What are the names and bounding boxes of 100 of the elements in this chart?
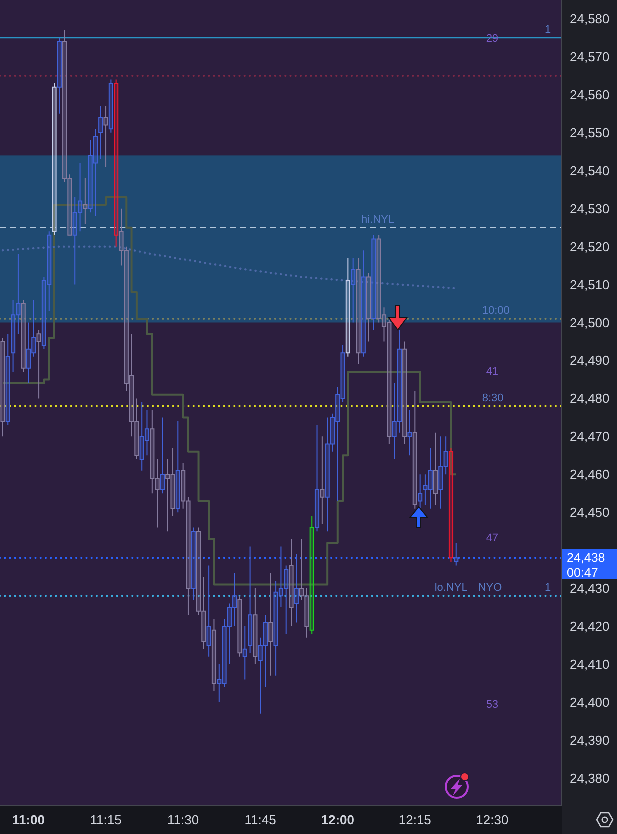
- candlestick: [47, 231, 52, 312]
- y-tick-label: 24,570: [570, 49, 610, 64]
- candlestick: [104, 106, 108, 168]
- candlestick: [202, 576, 206, 650]
- candlestick: [351, 258, 356, 324]
- candlestick: [32, 299, 36, 358]
- candlestick: [444, 436, 448, 476]
- candlestick: [83, 178, 88, 225]
- candlestick: [248, 546, 253, 654]
- ref-line-label: 24,438: [567, 551, 606, 566]
- candlestick: [346, 258, 350, 358]
- candlestick: [98, 106, 104, 160]
- candlestick: [336, 386, 340, 502]
- candlestick: [320, 436, 325, 525]
- candlestick: [382, 307, 387, 342]
- candlestick: [10, 299, 16, 373]
- candlestick: [238, 596, 242, 658]
- x-tick-label: 12:00: [321, 812, 355, 828]
- candlestick: [330, 413, 336, 452]
- y-tick-label: 24,430: [570, 581, 610, 596]
- candlestick: [217, 664, 222, 703]
- candlestick: [150, 410, 155, 494]
- text: 00:47: [567, 566, 598, 580]
- candlestick: [114, 79, 119, 248]
- candlestick: [314, 424, 320, 532]
- candlestick: [93, 128, 98, 217]
- candlestick: [36, 330, 42, 400]
- y-tick-label: 24,460: [570, 467, 610, 482]
- y2-tick-label: 41: [486, 366, 499, 378]
- candlestick: [376, 234, 382, 324]
- candlestick: [0, 337, 6, 438]
- candlestick: [268, 572, 274, 676]
- candlestick: [57, 37, 62, 114]
- candlestick: [21, 299, 26, 373]
- candlestick: [176, 420, 180, 514]
- y-tick-label: 24,500: [570, 315, 610, 330]
- candlestick: [129, 334, 134, 438]
- y-tick-label: 24,470: [570, 429, 610, 444]
- y-tick-label: 24,580: [570, 11, 610, 26]
- candlestick: [6, 334, 10, 426]
- candlestick: [108, 79, 114, 134]
- candlestick: [134, 398, 140, 460]
- x-tick-label: 12:15: [398, 812, 432, 828]
- candlestick: [62, 30, 68, 183]
- candlestick: [278, 546, 284, 608]
- candlestick: [144, 410, 150, 456]
- y-tick-label: 24,400: [570, 694, 610, 710]
- candlestick: [289, 538, 294, 628]
- y-tick-label: 24,520: [570, 239, 610, 254]
- candlestick: [206, 565, 212, 658]
- candlestick: [232, 572, 238, 628]
- candlestick: [454, 542, 459, 566]
- x-tick-label: 11:15: [90, 812, 122, 828]
- candlestick: [263, 614, 268, 688]
- annotation: NYO: [478, 582, 503, 594]
- candlestick: [181, 462, 186, 510]
- candlestick: [155, 458, 160, 528]
- candlestick: [438, 436, 444, 510]
- candlestick: [402, 341, 408, 445]
- candlestick: [294, 554, 299, 624]
- x-tick-label: 12:30: [476, 812, 509, 828]
- candlestick: [242, 626, 248, 680]
- annotation: 8:30: [482, 392, 504, 404]
- candlestick: [196, 527, 202, 616]
- candlestick: [356, 258, 361, 366]
- candlestick: [433, 432, 438, 506]
- y-tick-label: 24,530: [570, 201, 610, 216]
- annotation: lo.NYL: [434, 582, 468, 594]
- x-tick-label: 11:45: [244, 812, 276, 828]
- candlestick: [397, 330, 402, 434]
- candlestick: [361, 250, 366, 358]
- candlestick: [304, 588, 310, 638]
- candlestick: [428, 448, 433, 510]
- candlestick: [124, 246, 129, 392]
- candlestick: [366, 272, 372, 342]
- y-tick-label: 24,380: [570, 770, 610, 786]
- x-tick-label: 11:00: [12, 812, 46, 828]
- candlestick: [212, 618, 217, 692]
- candlestick: [166, 458, 170, 532]
- annotation: hi.NYL: [362, 214, 395, 226]
- candlestick: [88, 140, 93, 214]
- candlestick: [387, 318, 392, 445]
- candlestick: [222, 618, 227, 688]
- y2-tick-label: 53: [486, 699, 499, 712]
- candlestick: [52, 83, 57, 236]
- y2-tick-label: 47: [486, 532, 499, 545]
- y-tick-label: 24,540: [570, 163, 610, 178]
- candlestick: [140, 402, 144, 472]
- candlestick: [191, 527, 196, 600]
- candlestick: [78, 162, 83, 232]
- candlestick: [325, 417, 330, 532]
- candlestick: [340, 345, 346, 403]
- line-series: [2, 246, 458, 290]
- y-tick-label: 24,420: [570, 619, 610, 634]
- candlestick: [253, 588, 258, 666]
- annotation: 10:00: [482, 304, 510, 317]
- y-tick-label: 24,510: [570, 277, 610, 292]
- candlestick: [160, 417, 165, 494]
- candlestick: [392, 383, 397, 460]
- y-tick-label: 24,480: [570, 391, 610, 406]
